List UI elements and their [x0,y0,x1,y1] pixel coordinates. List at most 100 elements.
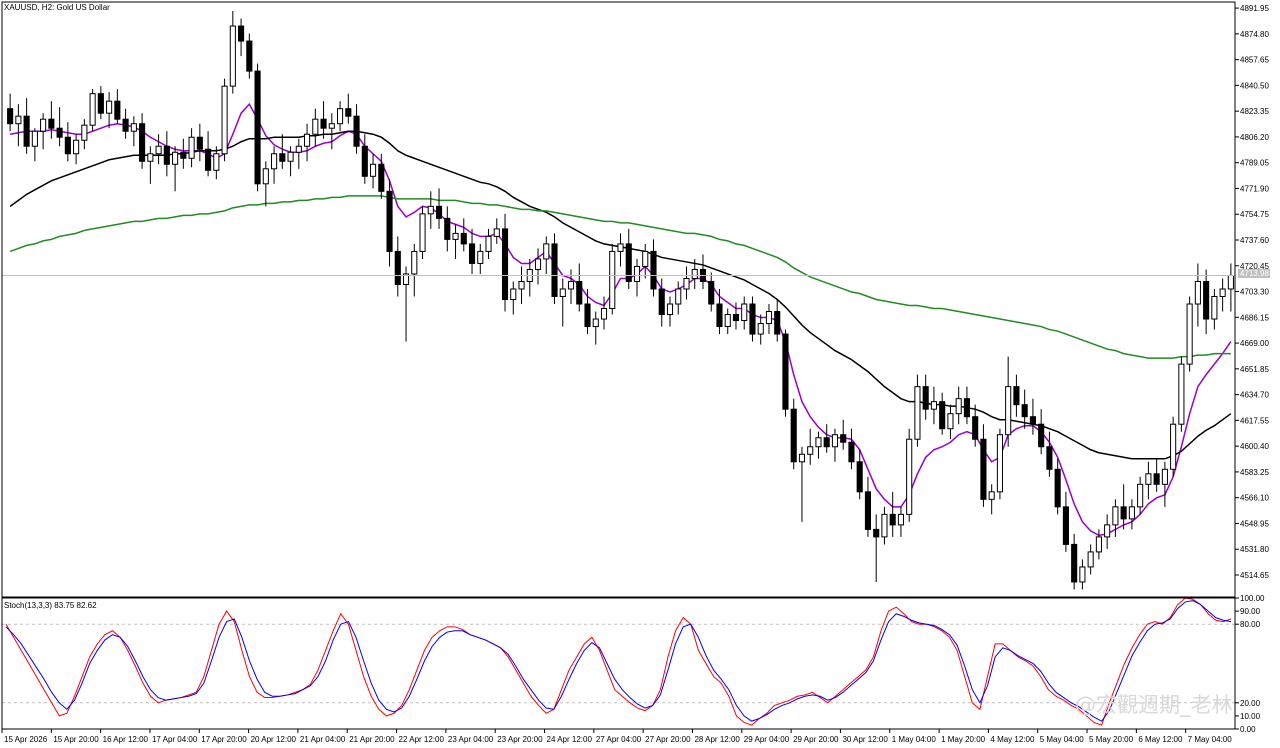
candle [56,107,63,147]
pane-frames [1,1,1236,730]
candle [23,98,30,154]
y-tick-label: 4771.90 [1240,184,1269,193]
candle [229,11,236,94]
candle [774,299,781,342]
candle [1079,559,1086,590]
x-tick-label: 16 Apr 12:00 [103,735,149,744]
candle [831,428,839,462]
candle [823,424,830,453]
y-tick-label: 4686.15 [1240,313,1269,322]
candle [1203,269,1210,335]
candle [493,218,500,244]
candle [897,506,904,537]
candle [468,228,476,274]
candle [196,123,203,162]
candle [864,476,872,537]
stoch-tick-label: 100.00 [1240,594,1265,603]
y-tick-label: 4806.20 [1240,133,1269,142]
candle [320,101,327,139]
candle [444,206,451,252]
y-tick-label: 4634.70 [1240,391,1269,400]
candle [691,258,698,289]
candle [312,108,319,147]
candle [238,18,245,57]
candle [147,146,154,184]
candle [460,218,467,252]
candle [642,243,649,279]
candle [683,266,690,300]
y-tick-label: 4566.10 [1240,494,1269,503]
candle [1046,431,1053,477]
y-tick-label: 4651.85 [1240,365,1269,374]
stoch-line-k [5,597,1232,726]
candle [947,404,954,440]
stoch-pane-frame [1,597,1236,730]
chart-title: XAUUSD, H2: Gold US Dollar [4,3,110,12]
candle [551,233,558,305]
price-tag-box [1238,269,1270,278]
candle [930,386,937,425]
y-tick-label: 4617.55 [1240,416,1269,425]
candle [155,134,162,165]
candle [840,419,847,450]
candle [172,146,179,192]
candle [411,243,418,297]
candle [73,134,80,165]
y-tick-label: 4514.65 [1240,571,1269,580]
candle [765,304,773,335]
x-tick-label: 1 May 20:00 [941,735,986,744]
candle [89,89,96,132]
candle [666,296,674,327]
candle [1145,461,1152,500]
x-tick-label: 21 Apr 04:00 [300,735,346,744]
candle [262,161,269,207]
candle [394,236,401,297]
y-tick-label: 4720.45 [1240,262,1269,271]
candle [757,314,764,345]
y-tick-label: 4891.95 [1240,4,1269,13]
candle [1054,458,1061,515]
candle [1161,461,1168,507]
candle [427,191,434,229]
stochastic-pane[interactable] [5,597,1232,726]
x-tick-label: 21 Apr 20:00 [349,735,395,744]
candle [345,93,352,124]
candle [378,153,385,199]
candle [972,404,979,447]
price-pane[interactable] [2,11,1235,590]
candle [205,131,212,177]
x-tick-label: 27 Apr 20:00 [645,735,691,744]
candle [1062,491,1069,552]
candle [741,296,748,330]
y-tick-label: 4548.95 [1240,519,1269,528]
candle [287,146,294,177]
candle [534,248,542,285]
candle [906,428,913,522]
candle [1021,389,1028,429]
candle [328,113,335,150]
candle [716,288,723,335]
candle [188,128,195,168]
candle [955,386,962,425]
candle [452,224,459,259]
x-tick-label: 17 Apr 20:00 [201,735,247,744]
candle [559,278,566,327]
candle [130,116,137,147]
candle [386,179,393,267]
candle [708,272,715,312]
x-tick-label: 23 Apr 20:00 [497,735,543,744]
stoch-tick-label: 90.00 [1240,607,1261,616]
candle [576,263,583,312]
candle [501,213,509,312]
candle [64,122,71,162]
candle [1178,356,1185,432]
candle [221,78,228,162]
candle [353,104,360,154]
y-tick-label: 4703.30 [1240,288,1269,297]
candle [1112,499,1119,537]
candle [617,233,624,267]
x-tick-label: 30 Apr 12:00 [842,735,888,744]
watermark: @宏觀週期_老林 [1075,693,1233,718]
candle [633,258,641,297]
